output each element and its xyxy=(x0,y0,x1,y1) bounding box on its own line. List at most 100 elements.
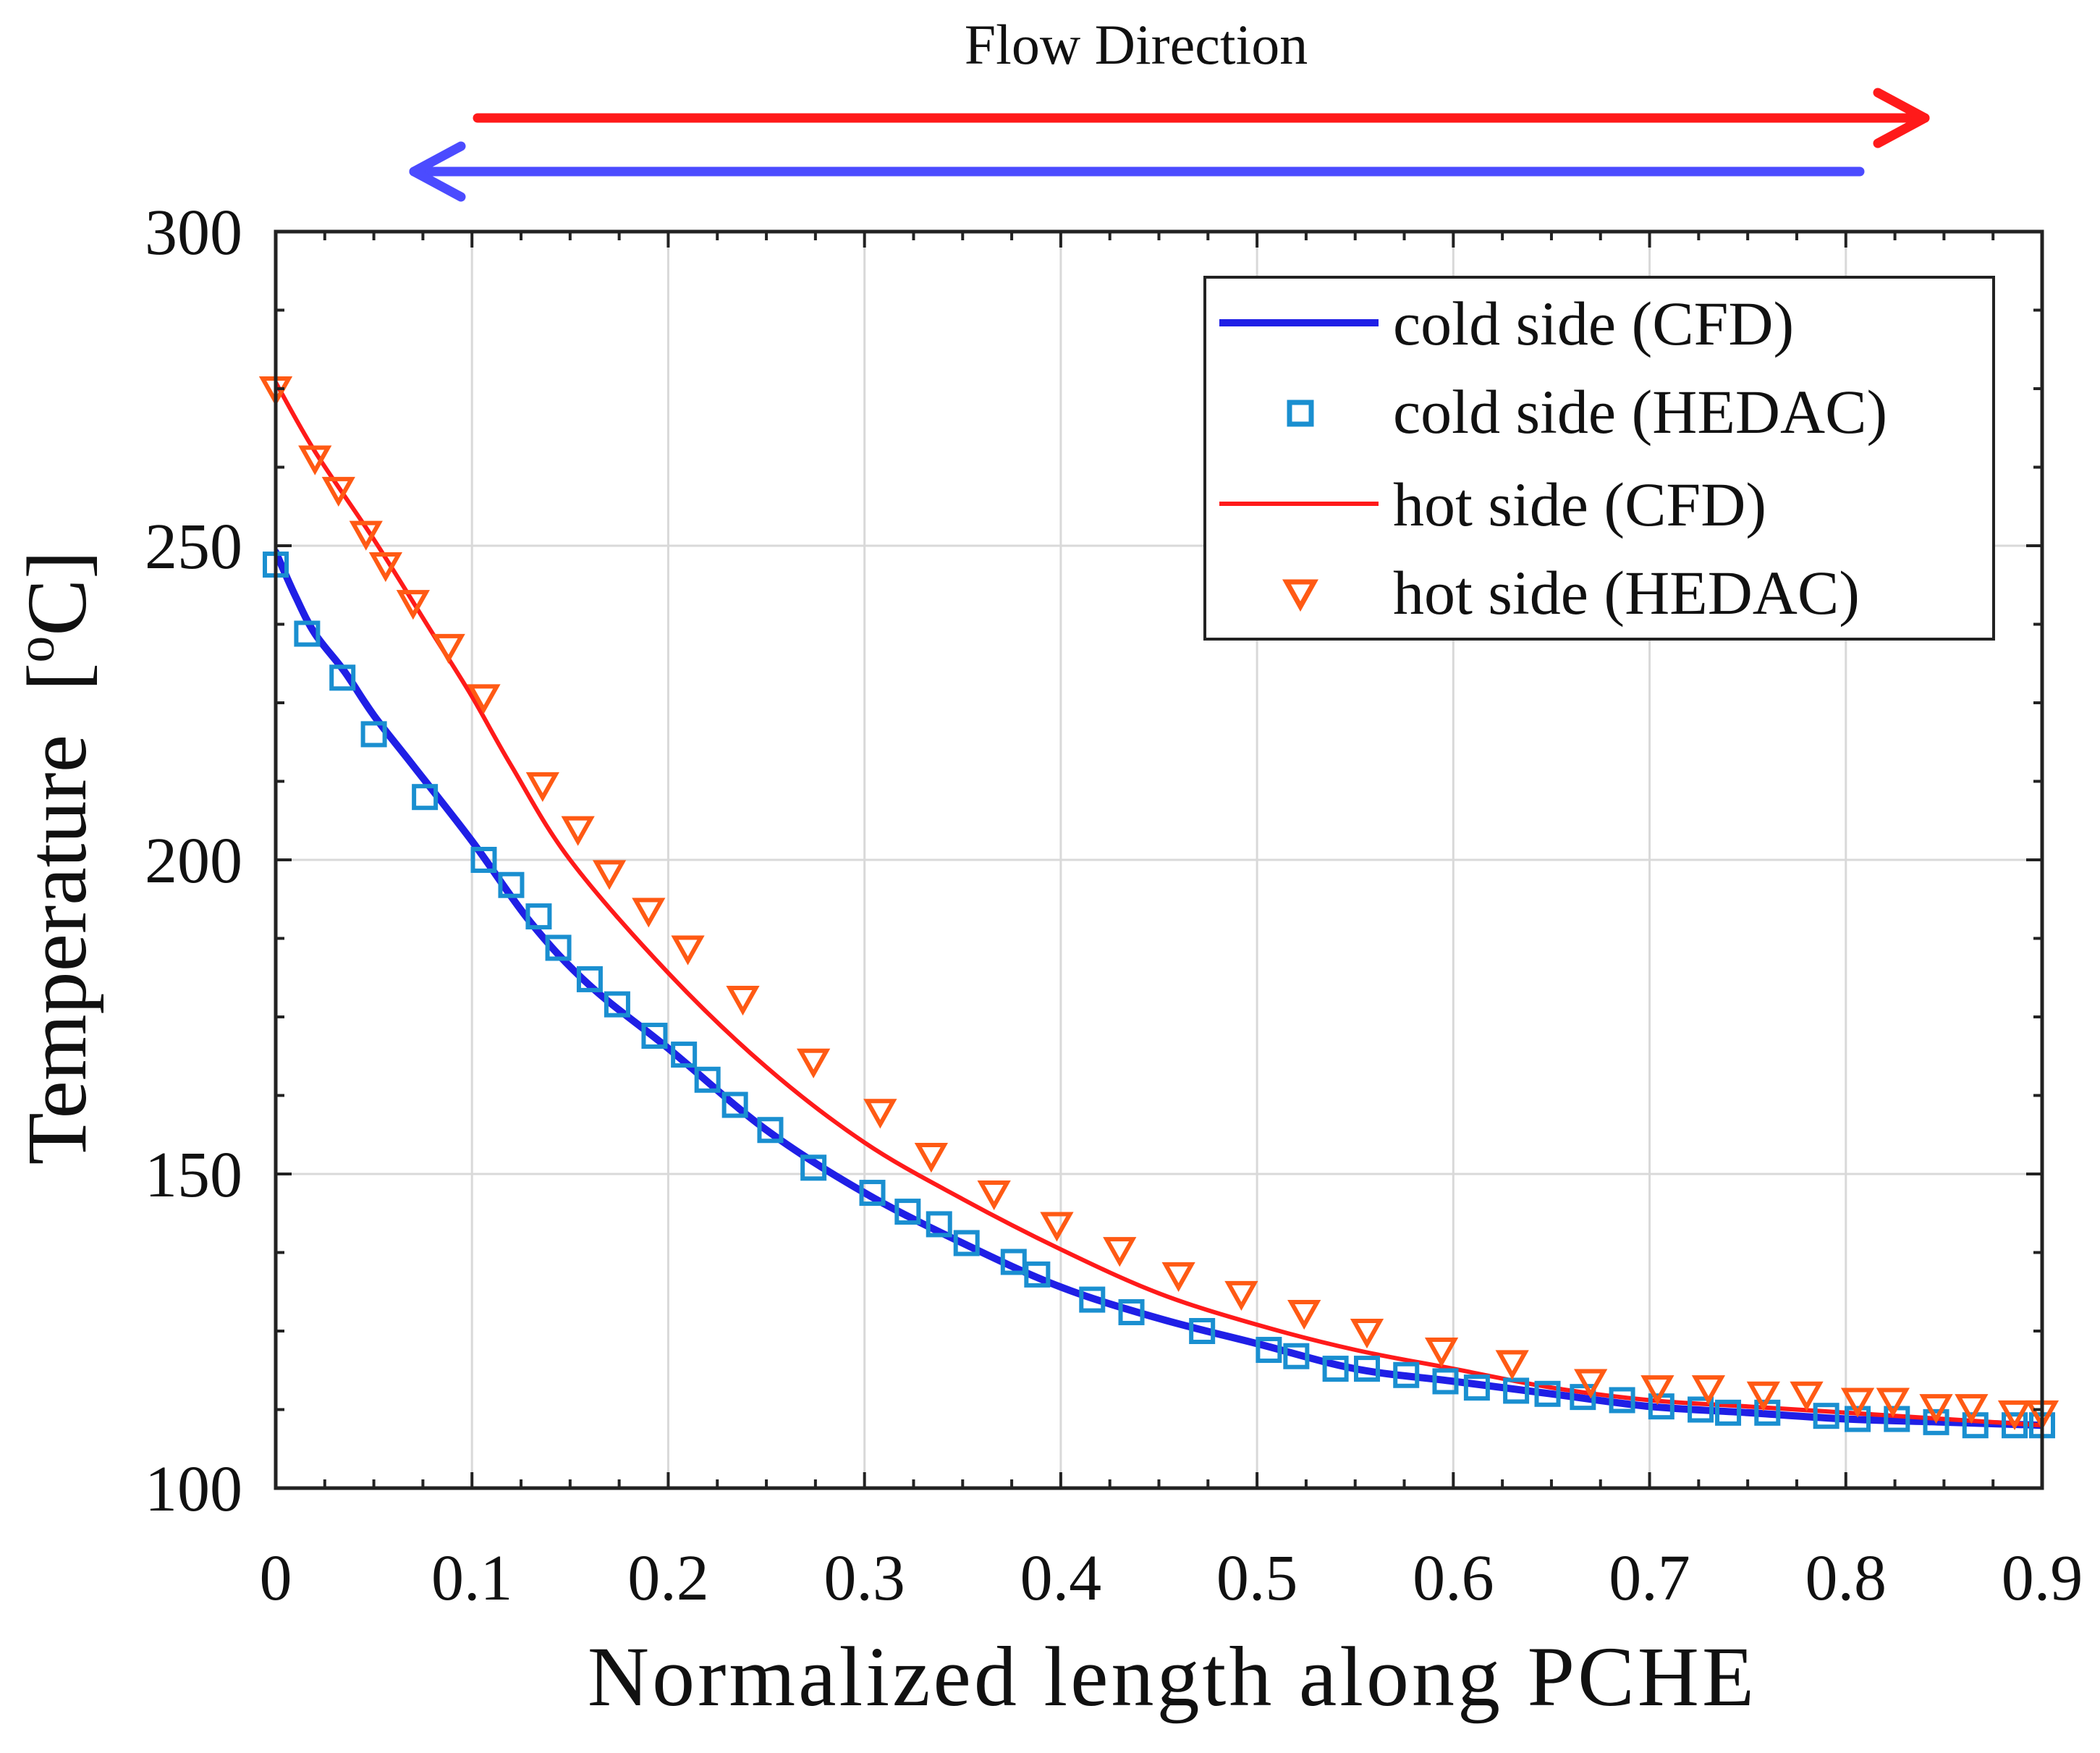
marker-hot-side-hedac-32 xyxy=(1876,1387,1910,1418)
x-tick-label-1: 0.1 xyxy=(431,1542,513,1614)
marker-cold-side-hedac-29 xyxy=(1353,1356,1380,1382)
marker-cold-side-hedac-24 xyxy=(1118,1298,1145,1325)
x-tick-label-7: 0.7 xyxy=(1609,1542,1690,1614)
x-tick-label-8: 0.8 xyxy=(1805,1542,1887,1614)
marker-hot-side-hedac-4 xyxy=(368,552,403,583)
y-axis-unit-open: [ xyxy=(9,663,104,691)
marker-hot-side-hedac-8 xyxy=(525,772,559,802)
marker-cold-side-hedac-27 xyxy=(1283,1343,1310,1369)
marker-cold-side-hedac-23 xyxy=(1079,1286,1106,1313)
series-layer xyxy=(276,380,2042,1429)
legend-label-hot-hedac: hot side (HEDAC) xyxy=(1393,558,1860,628)
legend-label-cold-cfd: cold side (CFD) xyxy=(1393,289,1794,358)
marker-hot-side-hedac-35 xyxy=(1997,1400,2032,1430)
hot-flow-arrow xyxy=(473,88,1930,148)
legend-label-hot-cfd: hot side (CFD) xyxy=(1393,470,1766,539)
marker-hot-side-hedac-13 xyxy=(726,985,760,1016)
marker-cold-side-hedac-4 xyxy=(412,784,439,811)
legend-label-cold-hedac: cold side (HEDAC) xyxy=(1393,377,1887,447)
x-tick-label-3: 0.3 xyxy=(824,1542,905,1614)
marker-hot-side-hedac-22 xyxy=(1287,1299,1321,1330)
y-tick-labels: 100 150 200 250 300 xyxy=(145,197,242,1525)
marker-cold-side-hedac-44 xyxy=(1923,1408,1949,1435)
marker-hot-side-hedac-17 xyxy=(977,1180,1011,1211)
marker-hot-side-hedac-18 xyxy=(1040,1212,1074,1242)
marker-cold-side-hedac-35 xyxy=(1570,1384,1596,1411)
marker-hot-side-hedac-33 xyxy=(1919,1394,1953,1424)
marker-hot-side-hedac-28 xyxy=(1691,1375,1726,1406)
marker-cold-side-hedac-38 xyxy=(1688,1396,1714,1423)
y-axis-title: Temperature [oC] xyxy=(7,551,104,1165)
series-line-cold-side-cfd xyxy=(276,548,2042,1429)
marker-hot-side-hedac-11 xyxy=(632,897,666,928)
x-tick-labels: 0 0.1 0.2 0.3 0.4 0.5 0.6 0.7 0.8 0.9 xyxy=(260,1542,2083,1614)
legend: cold side (CFD) cold side (HEDAC) hot si… xyxy=(1203,276,1995,641)
x-tick-label-5: 0.5 xyxy=(1216,1542,1298,1614)
marker-cold-side-hedac-20 xyxy=(953,1230,980,1256)
marker-hot-side-hedac-6 xyxy=(431,633,465,664)
hot-flow-arrowhead xyxy=(1873,88,1930,148)
marker-cold-side-hedac-9 xyxy=(576,966,603,992)
legend-box xyxy=(1203,276,1995,641)
marker-cold-side-hedac-26 xyxy=(1256,1337,1282,1364)
tick-marks xyxy=(274,230,2044,1490)
marker-hot-side-hedac-27 xyxy=(1640,1375,1675,1406)
marker-cold-side-hedac-7 xyxy=(525,903,552,930)
marker-hot-side-hedac-16 xyxy=(914,1142,949,1173)
marker-hot-side-hedac-29 xyxy=(1746,1381,1780,1411)
marker-cold-side-hedac-11 xyxy=(641,1023,668,1049)
marker-cold-side-hedac-25 xyxy=(1189,1318,1216,1344)
flow-direction-label: Flow Direction xyxy=(965,13,1308,76)
marker-cold-side-hedac-8 xyxy=(545,934,572,961)
x-tick-label-4: 0.4 xyxy=(1020,1542,1102,1614)
marker-cold-side-hedac-33 xyxy=(1503,1377,1530,1404)
marker-hot-side-hedac-19 xyxy=(1103,1237,1137,1267)
marker-cold-side-hedac-46 xyxy=(2002,1412,2028,1439)
marker-cold-side-hedac-10 xyxy=(604,991,630,1018)
y-axis-label: Temperature xyxy=(9,735,104,1165)
marker-cold-side-hedac-42 xyxy=(1845,1406,1871,1432)
marker-cold-side-hedac-28 xyxy=(1322,1356,1349,1382)
marker-hot-side-hedac-10 xyxy=(592,860,627,890)
marker-hot-side-hedac-34 xyxy=(1955,1394,1989,1424)
marker-cold-side-hedac-39 xyxy=(1715,1399,1742,1426)
marker-cold-side-hedac-2 xyxy=(329,664,356,691)
marker-cold-side-hedac-13 xyxy=(694,1066,721,1093)
marker-hot-side-hedac-1 xyxy=(298,445,332,476)
marker-cold-side-hedac-22 xyxy=(1024,1261,1051,1288)
y-tick-label-2: 200 xyxy=(145,825,242,897)
series-line-hot-side-cfd xyxy=(276,380,2042,1428)
y-axis-unit-superscript: o xyxy=(7,636,66,663)
legend-swatch-hot-hedac xyxy=(1282,579,1318,612)
marker-hot-side-hedac-14 xyxy=(797,1048,831,1078)
y-tick-label-0: 100 xyxy=(145,1453,242,1525)
marker-cold-side-hedac-12 xyxy=(671,1042,698,1068)
marker-cold-side-hedac-1 xyxy=(294,620,321,647)
marker-hot-side-hedac-2 xyxy=(321,476,355,507)
marker-cold-side-hedac-32 xyxy=(1463,1374,1490,1401)
legend-entry-hot-cfd: hot side (CFD) xyxy=(1219,470,1766,539)
marker-hot-side-hedac-15 xyxy=(863,1099,897,1129)
marker-hot-side-hedac-30 xyxy=(1790,1381,1824,1411)
x-tick-label-6: 0.6 xyxy=(1413,1542,1494,1614)
marker-cold-side-hedac-6 xyxy=(498,871,525,898)
marker-hot-side-hedac-25 xyxy=(1495,1350,1529,1380)
marker-cold-side-hedac-16 xyxy=(800,1154,827,1181)
marker-cold-side-hedac-18 xyxy=(894,1199,921,1225)
marker-cold-side-hedac-30 xyxy=(1393,1361,1420,1388)
cold-flow-arrow xyxy=(409,141,1865,202)
marker-cold-side-hedac-34 xyxy=(1534,1380,1561,1407)
marker-hot-side-hedac-5 xyxy=(396,590,430,620)
marker-cold-side-hedac-5 xyxy=(470,847,497,873)
y-axis-unit: C] xyxy=(9,551,104,636)
x-tick-label-0: 0 xyxy=(260,1542,292,1614)
y-tick-label-1: 150 xyxy=(145,1139,242,1211)
marker-cold-side-hedac-31 xyxy=(1432,1368,1459,1395)
marker-cold-side-hedac-36 xyxy=(1609,1387,1635,1414)
marker-cold-side-hedac-41 xyxy=(1813,1403,1839,1429)
marker-cold-side-hedac-14 xyxy=(721,1091,748,1118)
marker-layer xyxy=(258,376,2059,1439)
legend-entry-hot-hedac: hot side (HEDAC) xyxy=(1282,558,1860,628)
marker-hot-side-hedac-3 xyxy=(349,520,383,551)
legend-swatch-cold-hedac xyxy=(1287,400,1314,427)
